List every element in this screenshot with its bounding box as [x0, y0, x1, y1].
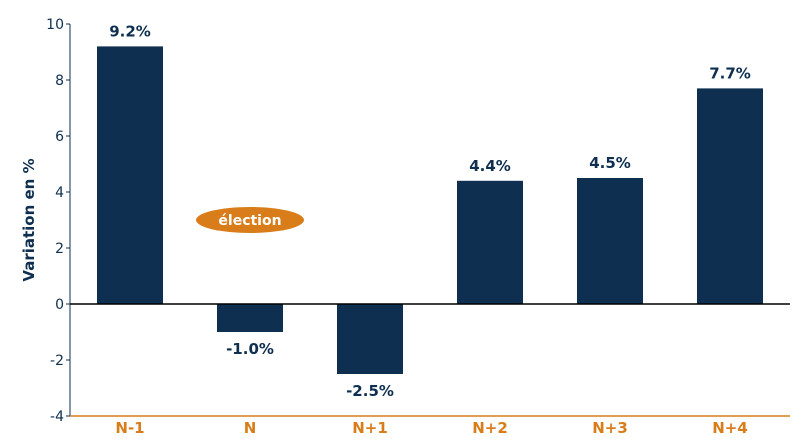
- bar-n-1: [97, 46, 163, 305]
- election-annotation: élection: [196, 207, 304, 233]
- y-tick-label: 2: [55, 241, 64, 257]
- x-tick-label: N+1: [352, 419, 388, 437]
- y-tick-label: 10: [46, 17, 64, 33]
- y-tick-label: 6: [55, 129, 64, 145]
- data-label: 4.4%: [469, 157, 511, 175]
- x-tick-label: N+4: [712, 419, 748, 437]
- data-labels: 9.2% -1.0% -2.5% 4.4% 4.5% 7.7%: [109, 22, 751, 400]
- y-tick-label: 4: [55, 185, 64, 201]
- bar-n+1: [337, 304, 403, 374]
- x-axis: N-1 N N+1 N+2 N+3 N+4: [115, 419, 747, 437]
- data-label: 7.7%: [709, 64, 751, 82]
- x-tick-label: N+3: [592, 419, 628, 437]
- x-tick-label: N: [244, 419, 257, 437]
- x-tick-label: N-1: [115, 419, 144, 437]
- bar-n+2: [457, 180, 523, 304]
- election-badge-label: élection: [218, 213, 281, 229]
- y-tick-label: 0: [55, 297, 64, 313]
- data-label: -1.0%: [226, 340, 274, 358]
- y-tick-label: -4: [50, 409, 64, 425]
- y-tick-label: -2: [50, 353, 64, 369]
- x-tick-label: N+2: [472, 419, 508, 437]
- bar-n: [217, 304, 283, 332]
- bar-n+3: [577, 178, 643, 304]
- bars: [70, 46, 790, 417]
- bar-n+4: [697, 88, 763, 305]
- data-label: -2.5%: [346, 382, 394, 400]
- data-label: 4.5%: [589, 154, 631, 172]
- y-axis-label: Variation en %: [20, 158, 38, 281]
- y-axis: -4 -2 0 2 4 6 8 10: [46, 17, 71, 425]
- y-tick-label: 8: [55, 73, 64, 89]
- election-badge: [196, 207, 304, 233]
- data-label: 9.2%: [109, 22, 151, 40]
